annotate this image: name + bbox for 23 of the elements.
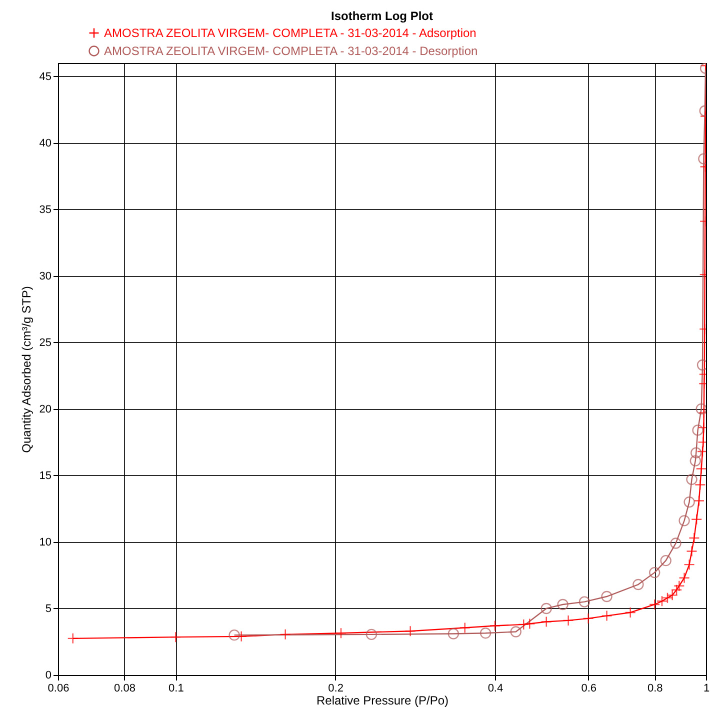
- x-tick-label: 0.08: [114, 682, 136, 694]
- x-tick-label: 0.2: [328, 682, 344, 694]
- y-tick-label: 20: [39, 403, 52, 416]
- y-tick-label: 5: [45, 602, 52, 615]
- y-tick-label: 0: [45, 670, 52, 682]
- y-axis-title: Quantity Adsorbed (cm³/g STP): [19, 286, 34, 453]
- legend-label: AMOSTRA ZEOLITA VIRGEM- COMPLETA - 31-03-2014 - Adsorption: [104, 26, 476, 40]
- y-tick-label: 10: [39, 536, 52, 548]
- y-tick-label: 35: [39, 204, 52, 216]
- x-tick-label: 0.4: [488, 682, 504, 694]
- x-tick-label: 0.8: [647, 682, 663, 694]
- x-axis-title: Relative Pressure (P/Po): [316, 694, 449, 708]
- x-tick-label: 0.1: [168, 682, 184, 694]
- x-tick-label: 1: [703, 682, 710, 694]
- y-tick-label: 30: [39, 270, 52, 282]
- y-tick-label: 15: [39, 470, 52, 482]
- legend-label: AMOSTRA ZEOLITA VIRGEM- COMPLETA - 31-03-2014 - Desorption: [104, 44, 478, 58]
- chart-title: Isotherm Log Plot: [331, 9, 434, 23]
- y-tick-label: 25: [39, 336, 52, 349]
- x-tick-label: 0.06: [48, 682, 70, 694]
- y-tick-label: 45: [39, 70, 52, 83]
- y-tick-label: 40: [39, 137, 52, 150]
- x-tick-label: 0.6: [581, 682, 596, 694]
